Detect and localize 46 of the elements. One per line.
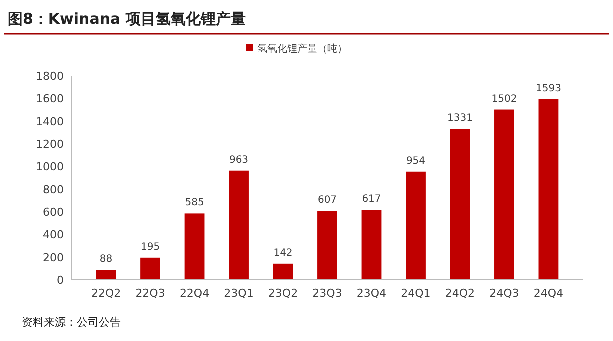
chart-title: 图8：Kwinana 项目氢氧化锂产量 [8, 10, 246, 28]
y-tick-label: 1800 [36, 70, 64, 83]
x-tick-label: 24Q1 [401, 287, 431, 300]
bar [96, 270, 116, 280]
y-tick-label: 200 [43, 251, 64, 264]
bar [494, 110, 514, 280]
x-tick-label: 23Q4 [356, 287, 387, 300]
bar [140, 258, 160, 280]
x-tick-label: 22Q4 [180, 287, 210, 300]
x-tick-label: 23Q2 [268, 287, 298, 300]
data-label: 963 [229, 154, 249, 166]
y-tick-label: 600 [43, 206, 64, 219]
y-tick-label: 1000 [36, 160, 64, 174]
x-tick-label: 24Q2 [445, 287, 476, 300]
data-label: 195 [140, 242, 160, 253]
x-tick-label: 22Q3 [136, 287, 166, 300]
y-tick-label: 400 [43, 228, 64, 242]
y-tick-label: 1400 [36, 115, 64, 128]
bar [318, 211, 338, 280]
x-tick-label: 23Q3 [312, 287, 342, 300]
data-label: 1502 [492, 94, 518, 105]
bar [184, 214, 205, 280]
bar [406, 172, 426, 280]
data-label: 954 [406, 156, 426, 167]
x-tick-label: 22Q2 [91, 287, 122, 300]
data-label: 1593 [536, 83, 562, 94]
data-label: 88 [100, 254, 113, 266]
y-tick-label: 800 [43, 183, 64, 196]
data-label: 142 [274, 248, 293, 259]
y-tick-label: 1200 [36, 138, 64, 151]
bar [538, 99, 559, 280]
data-label: 607 [318, 195, 338, 206]
y-tick-label: 1600 [36, 92, 64, 106]
legend-label: 氢氧化锂产量（吨） [258, 43, 348, 55]
data-label: 585 [185, 198, 204, 209]
bar [450, 129, 470, 280]
bar [273, 264, 294, 280]
x-tick-label: 24Q4 [534, 287, 564, 300]
x-tick-label: 23Q1 [224, 287, 254, 300]
y-tick-label: 0 [57, 274, 64, 287]
bar [362, 210, 382, 280]
bar [229, 170, 249, 280]
data-label: 1331 [448, 113, 473, 124]
data-label: 617 [362, 194, 382, 206]
text: 资料来源：公司公告 [22, 316, 121, 329]
x-tick-label: 24Q3 [490, 287, 520, 300]
